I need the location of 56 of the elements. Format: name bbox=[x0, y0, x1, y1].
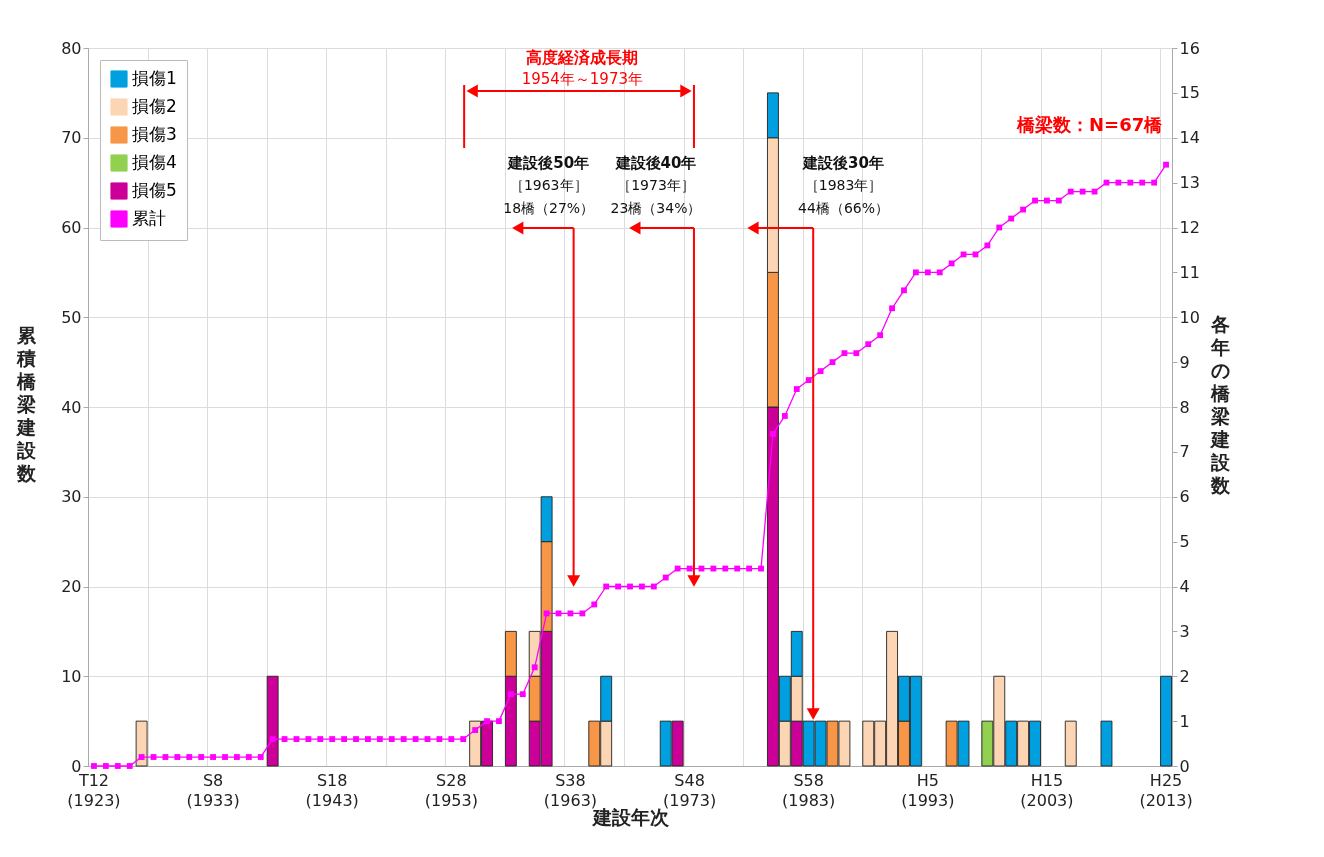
legend-label: 損傷2 bbox=[132, 96, 177, 116]
y-axis-title: 累積橋梁建設数 bbox=[15, 324, 37, 484]
annotation: 建設後50年 bbox=[507, 154, 590, 172]
y2-tick-label: 8 bbox=[1179, 397, 1190, 417]
y-tick-label: 70 bbox=[61, 128, 82, 148]
y-tick-label: 50 bbox=[61, 307, 82, 327]
x-tick-label: H15 (2003) bbox=[1020, 770, 1074, 810]
y2-tick-label: 5 bbox=[1179, 532, 1190, 552]
x-tick-label: S48 (1973) bbox=[662, 770, 717, 810]
y-tick-label: 30 bbox=[61, 487, 82, 507]
y2-tick-label: 3 bbox=[1179, 621, 1190, 641]
y-tick-label: 80 bbox=[61, 38, 82, 58]
legend-label: 損傷4 bbox=[132, 152, 177, 172]
bar bbox=[1160, 675, 1172, 767]
x-tick-label: H5 (1993) bbox=[901, 770, 955, 810]
y2-tick-label: 7 bbox=[1179, 442, 1190, 462]
x-tick-label: S8 (1933) bbox=[186, 770, 240, 810]
y2-tick-label: 6 bbox=[1179, 487, 1190, 507]
legend-label: 損傷3 bbox=[132, 124, 177, 144]
y-tick-label: 20 bbox=[61, 577, 82, 596]
bar bbox=[266, 675, 279, 767]
x-tick-label: S28 (1953) bbox=[424, 770, 478, 810]
x-tick-label: S58 (1983) bbox=[782, 770, 836, 810]
y2-tick-label: 16 bbox=[1179, 38, 1200, 58]
y2-tick-label: 4 bbox=[1179, 577, 1190, 596]
y2-tick-label: 1 bbox=[1179, 711, 1190, 731]
legend-label: 累計 bbox=[132, 208, 166, 228]
bar bbox=[1100, 720, 1113, 767]
annotation: 1954年～1973年 bbox=[521, 70, 643, 88]
y2-tick-label: 11 bbox=[1179, 262, 1200, 282]
y2-tick-label: 10 bbox=[1179, 307, 1200, 327]
y2-tick-label: 12 bbox=[1179, 218, 1200, 237]
y-tick-label: 10 bbox=[61, 666, 82, 686]
y2-tick-label: 15 bbox=[1179, 83, 1200, 103]
annotation: 建設後30年 bbox=[802, 154, 884, 172]
bar bbox=[1064, 720, 1077, 767]
annotation: 橋梁数：N=67橋 bbox=[1016, 114, 1164, 135]
annotation: ［1963年］ bbox=[509, 177, 588, 193]
y2-tick-label: 13 bbox=[1179, 173, 1200, 193]
y2-tick-label: 0 bbox=[1179, 756, 1190, 776]
legend-label: 損傷1 bbox=[132, 68, 177, 88]
legend-label: 損傷5 bbox=[132, 180, 177, 200]
annotation: ［1983年］ bbox=[804, 177, 883, 193]
y-tick-label: 60 bbox=[61, 218, 82, 237]
annotation: 18橋（27%） bbox=[503, 200, 595, 216]
annotation: ［1973年］ bbox=[617, 177, 695, 193]
y2-tick-label: 14 bbox=[1179, 128, 1200, 148]
annotation: 建設後40年 bbox=[614, 154, 697, 172]
y2-tick-label: 9 bbox=[1179, 352, 1190, 372]
annotation: 23橋（34%） bbox=[610, 200, 702, 216]
y-tick-label: 40 bbox=[61, 397, 82, 417]
annotation: 44橋（66%） bbox=[798, 200, 890, 216]
annotation: 高度経済成長期 bbox=[526, 48, 639, 67]
y2-tick-label: 2 bbox=[1179, 666, 1190, 686]
y2-axis-title: 各年の橋梁建設数 bbox=[1209, 312, 1231, 496]
x-tick-label: S18 (1943) bbox=[305, 770, 359, 810]
